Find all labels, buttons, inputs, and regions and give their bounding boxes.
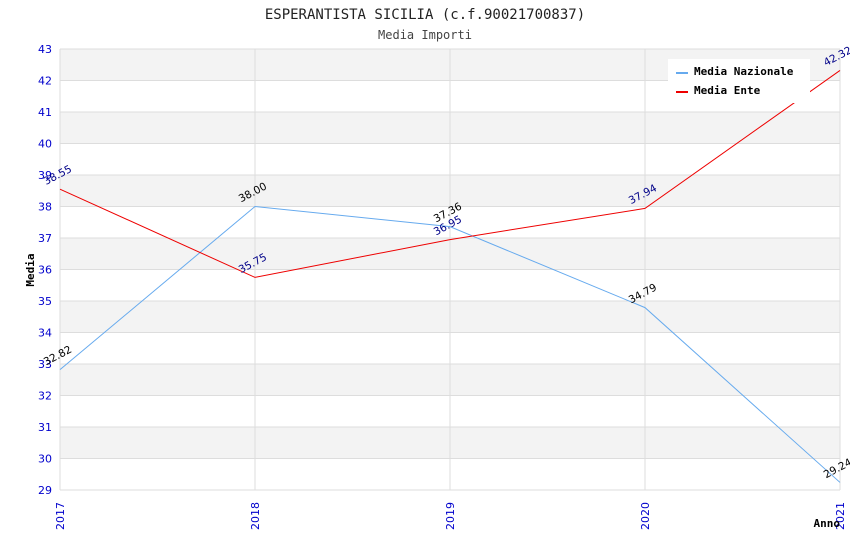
y-tick-label: 40	[38, 138, 52, 151]
y-tick-label: 30	[38, 453, 52, 466]
y-tick-label: 42	[38, 75, 52, 88]
legend-label-media-ente: Media Ente	[694, 84, 761, 97]
y-axis: 29 30 31 32 33 34 35 36 37 38 39 40 41 42 43	[38, 43, 52, 497]
y-tick-label: 29	[38, 484, 52, 497]
y-tick-label: 32	[38, 390, 52, 403]
legend-box	[668, 59, 810, 103]
x-tick-label: 2017	[54, 502, 67, 530]
chart-subtitle: Media Importi	[378, 28, 472, 42]
series-line-1	[59, 70, 841, 278]
series-line-0	[59, 205, 841, 483]
y-tick-label: 38	[38, 201, 52, 214]
x-tick-label: 2020	[639, 502, 652, 530]
y-tick-label: 33	[38, 358, 52, 371]
legend-label-media-nazionale: Media Nazionale	[694, 65, 794, 78]
x-tick-label: 2019	[444, 502, 457, 530]
x-tick-label: 2018	[249, 502, 262, 530]
x-axis: 2017 2018 2019 2020 2021	[54, 502, 847, 530]
chart-title: ESPERANTISTA SICILIA (c.f.90021700837)	[265, 7, 585, 23]
y-tick-label: 39	[38, 169, 52, 182]
y-tick-label: 34	[38, 327, 52, 340]
series-group	[59, 70, 841, 483]
x-axis-label: Anno	[814, 517, 841, 530]
legend: Media Nazionale Media Ente	[668, 59, 810, 103]
grid-lines	[59, 48, 841, 491]
y-tick-label: 36	[38, 264, 52, 277]
y-tick-label: 41	[38, 106, 52, 119]
y-tick-label: 37	[38, 232, 52, 245]
y-tick-label: 43	[38, 43, 52, 56]
y-tick-label: 35	[38, 295, 52, 308]
y-tick-label: 31	[38, 421, 52, 434]
x-tick-label: 2021	[834, 502, 847, 530]
y-axis-label: Media	[24, 253, 37, 286]
